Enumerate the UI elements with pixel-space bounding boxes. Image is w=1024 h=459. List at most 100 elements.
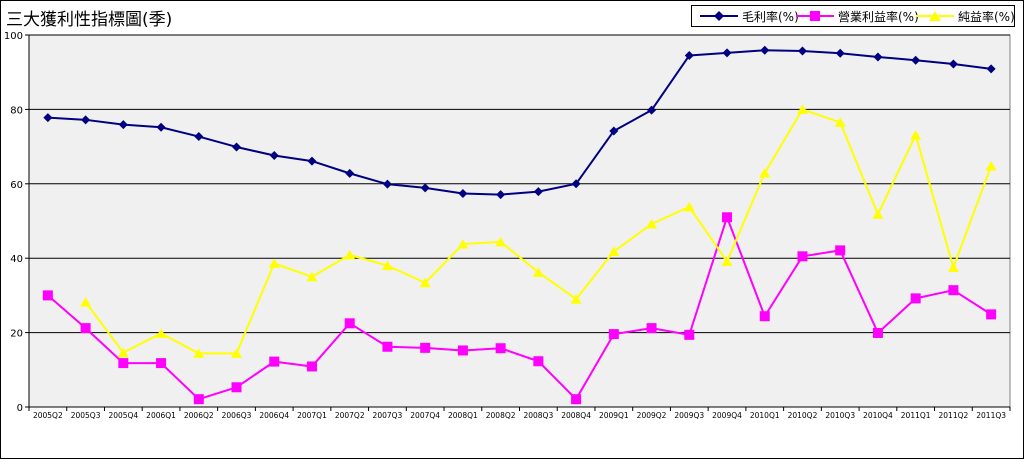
x-tick-label: 2009Q4 [712, 411, 742, 420]
data-point-triangle [457, 239, 469, 249]
y-tick-label: 20 [10, 329, 23, 340]
data-point-diamond [948, 59, 958, 69]
chart-legend: 毛利率(%) 營業利益率(%) 純益率(%) [691, 5, 1015, 27]
data-point-diamond [232, 142, 242, 152]
series-line-1 [47, 216, 992, 401]
x-tick-label: 2009Q3 [674, 411, 704, 420]
data-point-triangle [495, 236, 507, 247]
data-point-square [420, 342, 431, 353]
data-point-square [231, 382, 242, 393]
data-point-square [835, 245, 846, 256]
data-point-diamond [194, 132, 204, 142]
legend-swatch-operating-margin [796, 11, 834, 21]
data-point-diamond [118, 120, 128, 130]
data-point-diamond [345, 168, 355, 178]
x-tick-label: 2005Q4 [108, 411, 138, 420]
data-point-diamond [420, 183, 430, 193]
data-point-square [722, 212, 733, 223]
x-tick-label: 2010Q1 [750, 411, 780, 420]
data-point-square [910, 293, 921, 304]
x-tick-label: 2006Q1 [146, 411, 176, 420]
data-point-diamond [684, 50, 694, 60]
data-point-triangle [155, 328, 167, 338]
x-tick-label: 2005Q2 [33, 411, 63, 420]
data-point-diamond [609, 126, 619, 136]
y-tick-label: 100 [4, 31, 23, 42]
data-point-triangle [947, 262, 959, 272]
data-point-diamond [496, 190, 506, 200]
data-point-diamond [986, 64, 996, 74]
data-point-square [759, 311, 770, 322]
x-tick-label: 2005Q3 [71, 411, 101, 420]
data-point-triangle [570, 294, 582, 304]
y-tick-label: 80 [10, 105, 23, 116]
x-tick-label: 2008Q3 [523, 411, 553, 420]
x-tick-label: 2011Q1 [901, 411, 931, 420]
data-point-triangle [344, 249, 356, 260]
data-point-square [608, 329, 619, 340]
legend-label-net-margin: 純益率(%) [958, 9, 1015, 24]
x-tick-label: 2010Q2 [788, 411, 818, 420]
data-point-triangle [381, 260, 393, 271]
x-tick-label: 2008Q1 [448, 411, 478, 420]
x-tick-label: 2009Q1 [599, 411, 629, 420]
x-tick-label: 2008Q4 [561, 411, 591, 420]
x-tick-label: 2007Q2 [335, 411, 365, 420]
data-point-square [306, 361, 317, 372]
y-tick-label: 0 [17, 403, 23, 414]
y-tick-label: 60 [10, 180, 23, 191]
x-tick-label: 2010Q3 [825, 411, 855, 420]
legend-swatch-gross-margin [700, 11, 738, 21]
data-point-diamond [797, 46, 807, 56]
legend-item-operating-margin: 營業利益率(%) [794, 7, 919, 25]
data-point-diamond [873, 52, 883, 62]
data-point-diamond [269, 151, 279, 161]
data-point-square [495, 343, 506, 354]
data-point-square [948, 285, 959, 296]
data-point-square [797, 251, 808, 262]
data-point-diamond [81, 115, 91, 125]
data-point-square [382, 341, 393, 352]
x-tick-label: 2007Q3 [373, 411, 403, 420]
data-point-diamond [43, 113, 53, 123]
legend-label-operating-margin: 營業利益率(%) [838, 9, 919, 24]
data-point-diamond [571, 179, 581, 189]
y-tick-label: 40 [10, 254, 23, 265]
data-point-triangle [721, 256, 733, 267]
data-point-triangle [646, 218, 658, 229]
series-line-0 [47, 49, 992, 196]
data-point-triangle [683, 201, 695, 212]
data-point-triangle [834, 117, 846, 127]
data-point-diamond [760, 45, 770, 55]
x-tick-label: 2007Q4 [410, 411, 440, 420]
data-point-square [646, 323, 657, 334]
legend-label-gross-margin: 毛利率(%) [742, 9, 799, 24]
x-tick-label: 2006Q3 [222, 411, 252, 420]
data-point-square [193, 394, 204, 405]
data-point-diamond [458, 188, 468, 198]
data-point-triangle [910, 130, 922, 140]
data-point-square [344, 318, 355, 329]
x-tick-label: 2011Q3 [976, 411, 1006, 420]
data-point-diamond [533, 187, 543, 197]
x-tick-label: 2009Q2 [637, 411, 667, 420]
legend-item-gross-margin: 毛利率(%) [698, 7, 799, 25]
data-point-diamond [722, 48, 732, 58]
data-point-square [872, 327, 883, 338]
data-point-triangle [268, 258, 280, 268]
x-tick-label: 2010Q4 [863, 411, 893, 420]
x-tick-label: 2006Q2 [184, 411, 214, 420]
x-tick-label: 2006Q4 [259, 411, 289, 420]
data-point-square [533, 356, 544, 367]
x-tick-label: 2008Q2 [486, 411, 516, 420]
data-point-triangle [306, 271, 318, 282]
data-point-triangle [231, 348, 243, 358]
data-point-square [156, 358, 167, 369]
legend-item-net-margin: 純益率(%) [914, 7, 1015, 25]
data-point-square [118, 358, 129, 369]
data-point-square [80, 323, 91, 334]
data-point-square [571, 394, 582, 405]
data-point-triangle [985, 160, 997, 171]
chart-title: 三大獲利性指標圖(季) [6, 10, 173, 30]
